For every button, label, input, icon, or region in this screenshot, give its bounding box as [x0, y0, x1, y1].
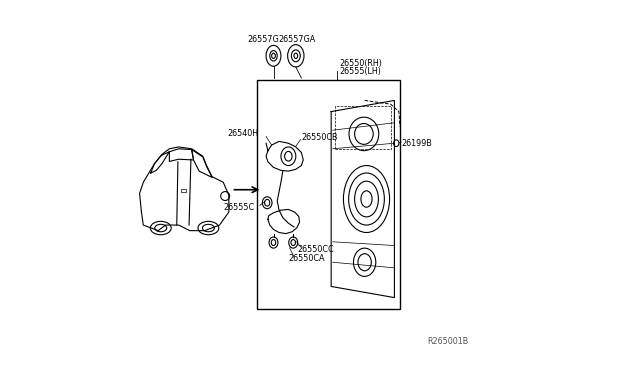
Bar — [257, 80, 400, 309]
Text: 26557G: 26557G — [248, 35, 279, 44]
Text: 26550CB: 26550CB — [301, 133, 338, 142]
Text: 26199B: 26199B — [401, 139, 432, 148]
Text: R265001B: R265001B — [428, 337, 468, 346]
Text: 26540H: 26540H — [227, 129, 259, 138]
Text: 26557GA: 26557GA — [278, 35, 315, 44]
Text: 26550(RH): 26550(RH) — [340, 59, 383, 68]
Bar — [180, 189, 186, 192]
Text: 26550CC: 26550CC — [298, 245, 334, 254]
Text: 26555C: 26555C — [224, 203, 255, 212]
Text: 26555(LH): 26555(LH) — [340, 67, 381, 76]
Text: 26550CA: 26550CA — [289, 254, 325, 263]
Bar — [335, 106, 390, 149]
